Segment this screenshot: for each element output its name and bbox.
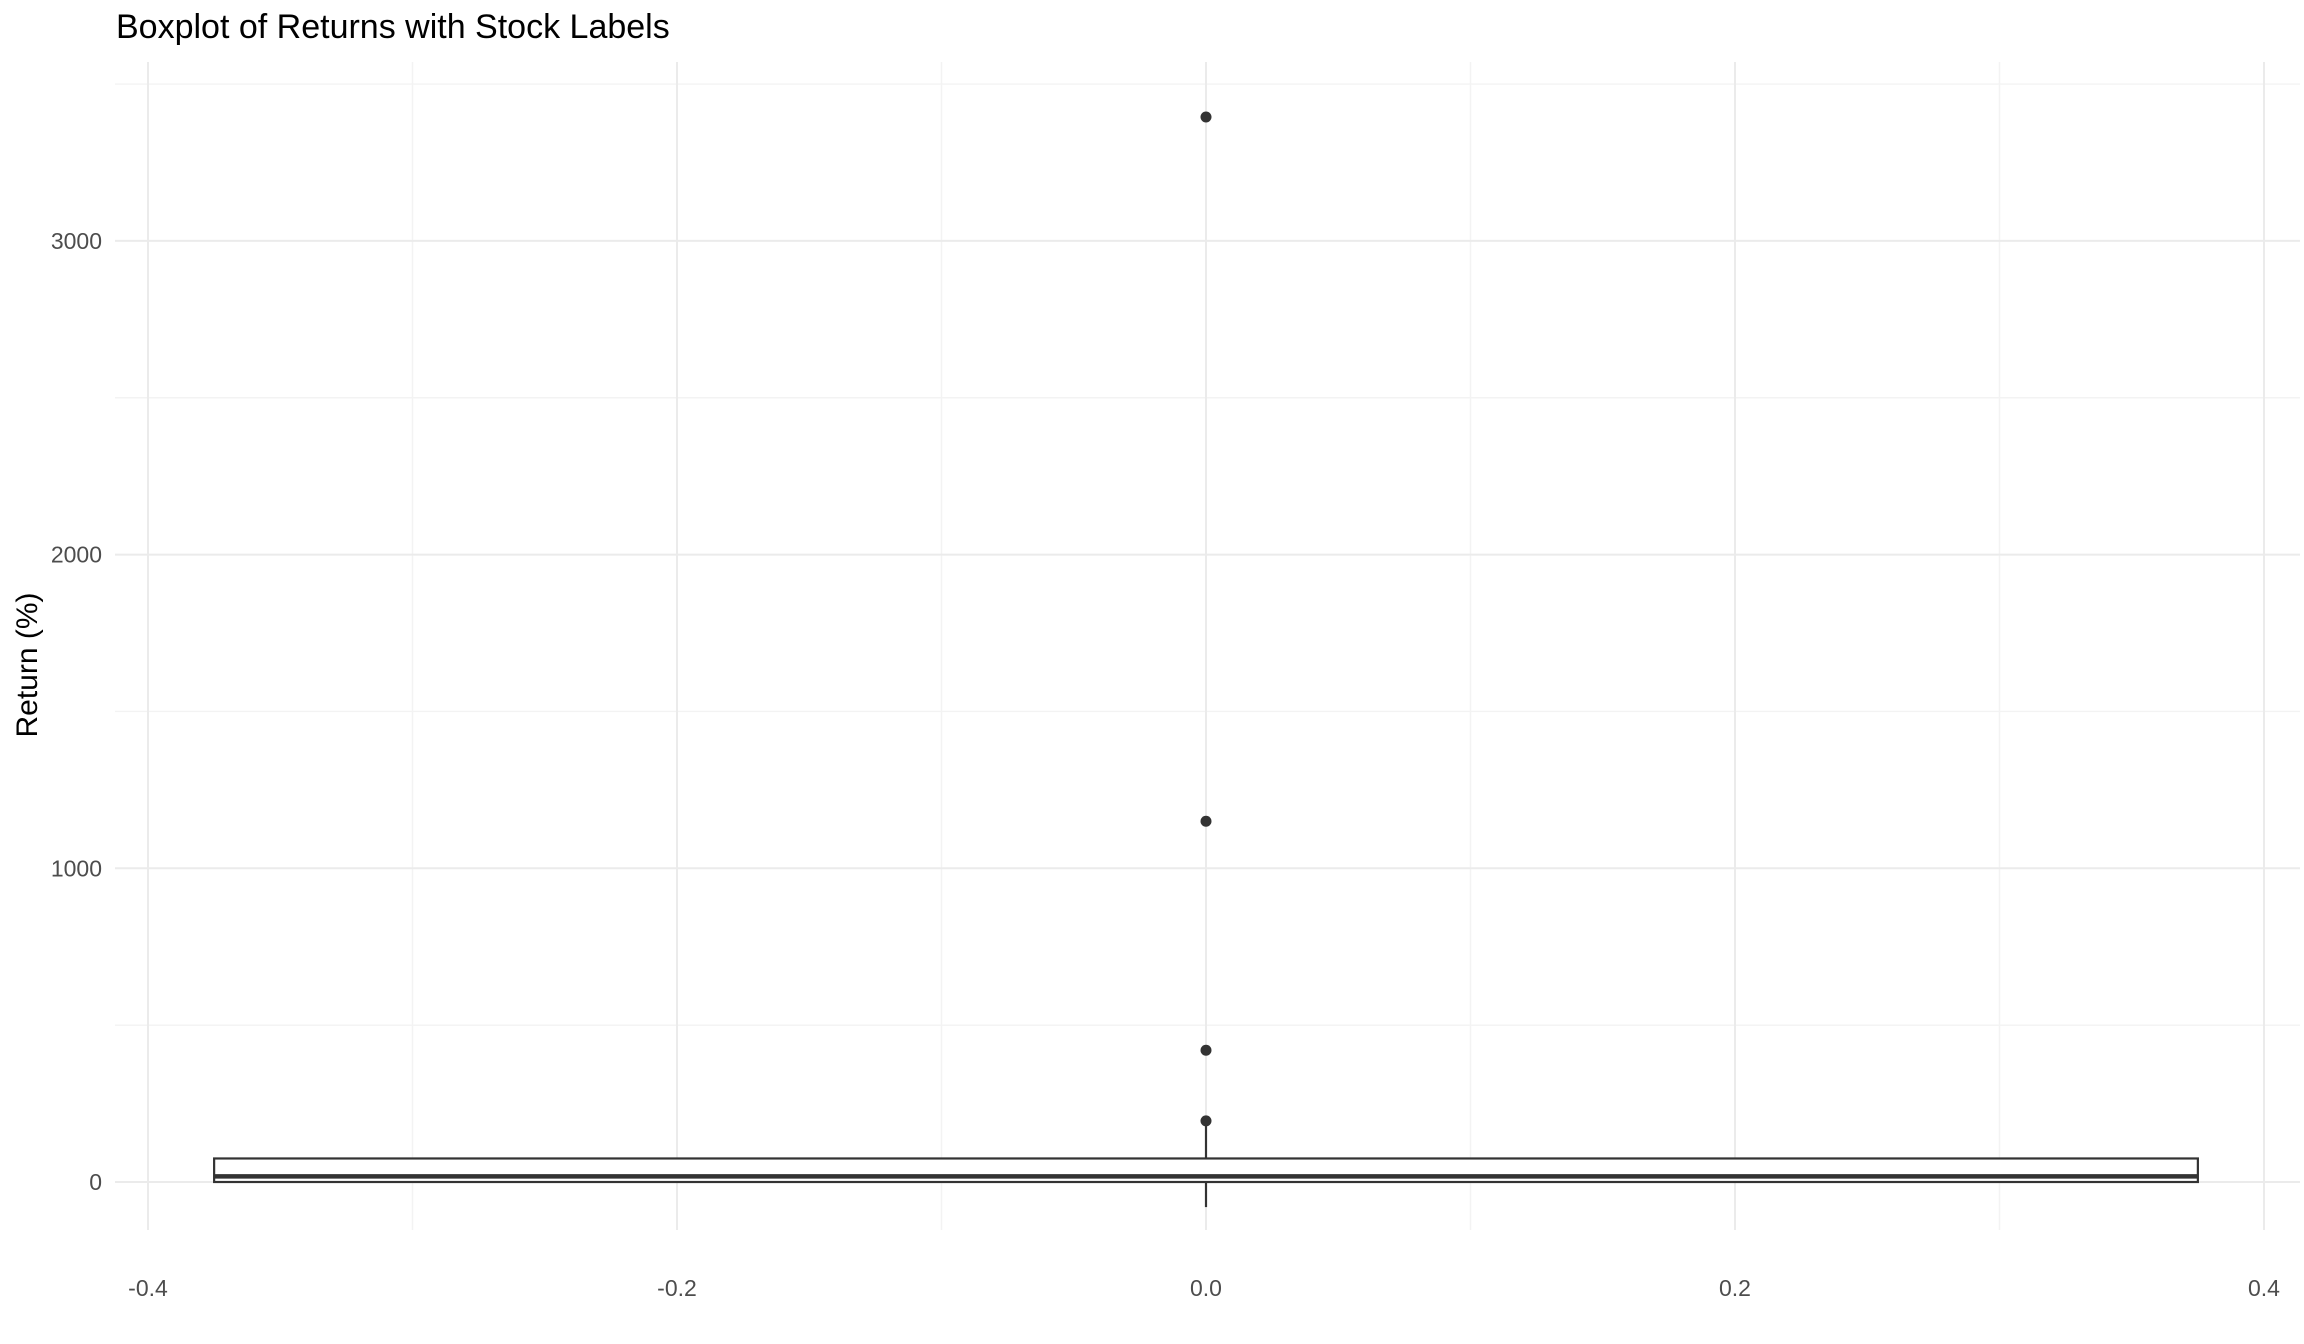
chart-title: Boxplot of Returns with Stock Labels: [116, 8, 670, 46]
y-axis-ticks: 0 1000 2000 3000: [51, 228, 102, 1195]
outlier-point: [1200, 111, 1212, 123]
outlier-point: [1200, 1044, 1212, 1056]
y-tick-label: 0: [89, 1169, 102, 1195]
outlier-points: [1200, 111, 1212, 1127]
outlier-point: [1200, 1115, 1212, 1127]
x-tick-label: 0.0: [1190, 1275, 1222, 1301]
x-axis-ticks: -0.4 -0.2 0.0 0.2 0.4: [128, 1275, 2280, 1301]
y-tick-label: 3000: [51, 228, 102, 254]
outlier-point: [1200, 815, 1212, 827]
x-tick-label: 0.4: [2248, 1275, 2280, 1301]
x-tick-label: -0.4: [128, 1275, 168, 1301]
x-tick-label: -0.2: [657, 1275, 697, 1301]
y-tick-label: 2000: [51, 542, 102, 568]
boxplot: [213, 1120, 2199, 1208]
x-tick-label: 0.2: [1719, 1275, 1751, 1301]
y-tick-label: 1000: [51, 855, 102, 881]
